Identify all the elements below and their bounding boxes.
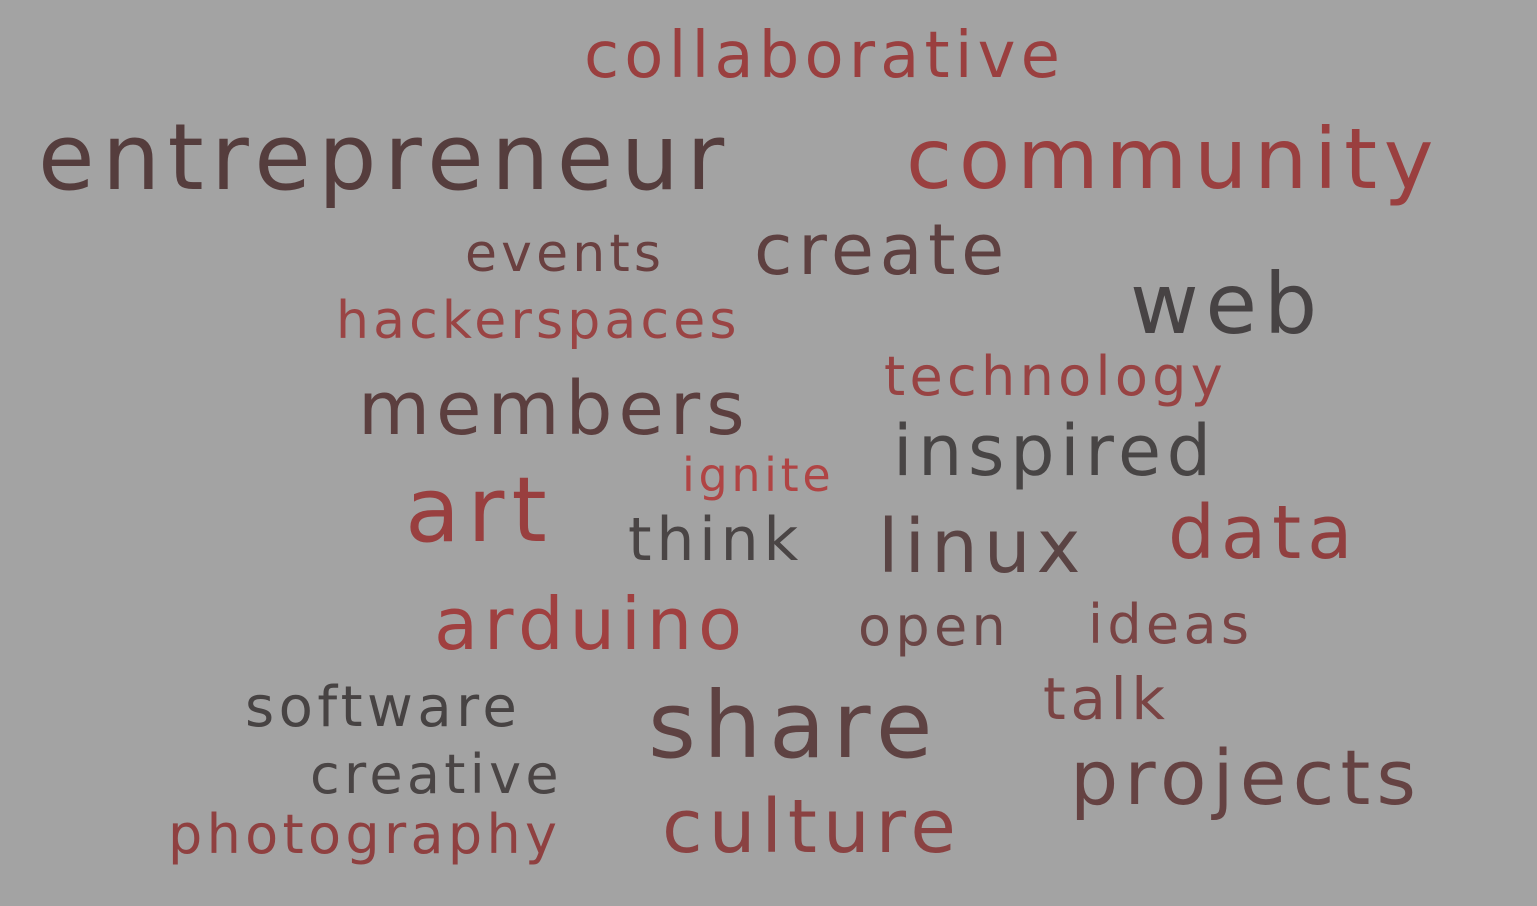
word-talk: talk (1043, 665, 1170, 733)
word-community: community (906, 110, 1441, 208)
word-art: art (405, 458, 555, 563)
word-projects: projects (1070, 733, 1423, 822)
word-collaborative: collaborative (584, 19, 1066, 93)
word-open: open (858, 595, 1011, 658)
word-hackerspaces: hackerspaces (336, 291, 741, 351)
word-events: events (465, 224, 666, 284)
word-creative: creative (310, 743, 563, 806)
word-inspired: inspired (893, 410, 1217, 492)
word-data: data (1168, 490, 1359, 576)
word-web: web (1130, 255, 1324, 353)
word-entrepreneur: entrepreneur (38, 104, 732, 211)
word-ignite: ignite (682, 448, 835, 502)
word-software: software (245, 675, 522, 740)
word-photography: photography (168, 803, 562, 866)
word-members: members (358, 366, 751, 452)
word-technology: technology (884, 345, 1228, 408)
word-think: think (628, 505, 803, 575)
word-arduino: arduino (434, 582, 748, 666)
word-create: create (754, 209, 1010, 291)
word-ideas: ideas (1088, 593, 1254, 656)
word-share: share (648, 672, 940, 779)
word-linux: linux (878, 504, 1087, 590)
word-culture: culture (662, 784, 962, 870)
